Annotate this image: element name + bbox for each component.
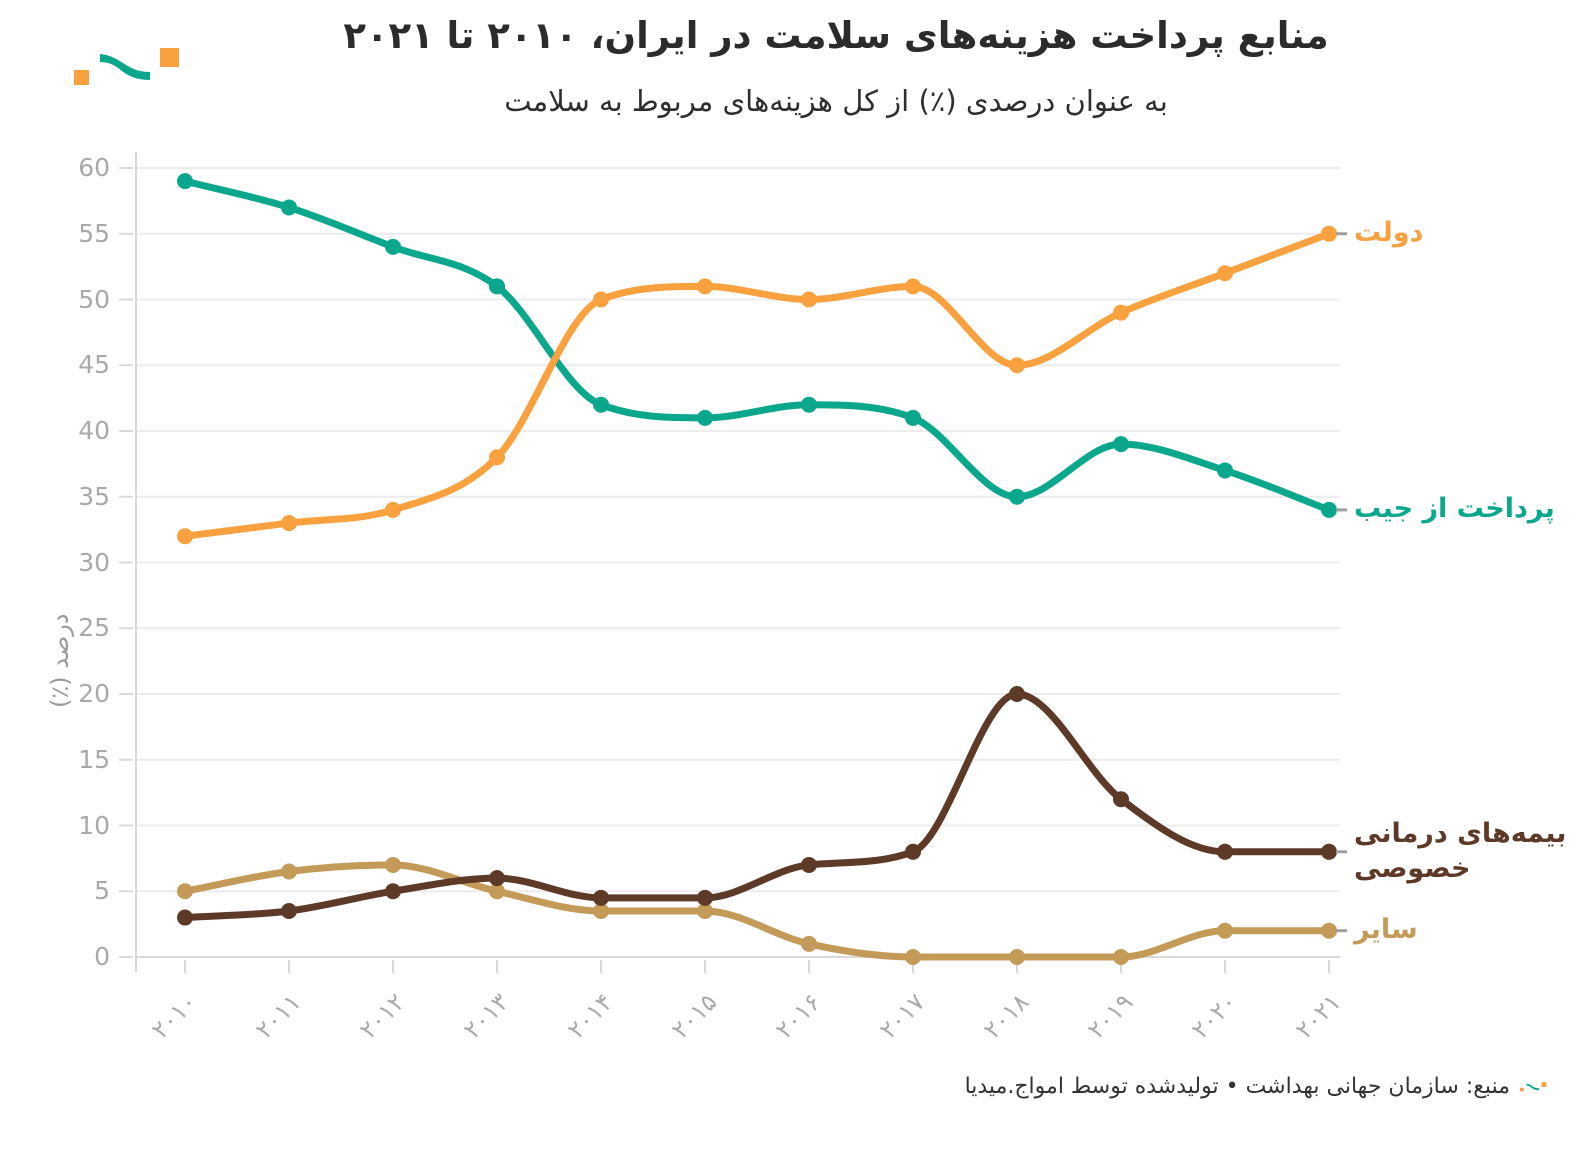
series-line-private-insurance	[181, 690, 1333, 922]
page-subtitle: به عنوان درصدی (٪) از کل هزینه‌های مربوط…	[504, 84, 1168, 118]
data-point-out-of-pocket-2011[interactable]	[281, 199, 297, 216]
legend-label-private-insurance: بیمه‌های درمانی خصوصی	[1354, 817, 1567, 884]
source-note: منبع: سازمان جهانی بهداشت • تولیدشده توس…	[964, 1074, 1510, 1099]
y-tick-label-10: 10	[78, 810, 110, 840]
data-point-out-of-pocket-2018[interactable]	[1009, 488, 1025, 505]
data-point-private-insurance-2010[interactable]	[177, 909, 193, 926]
data-point-out-of-pocket-2014[interactable]	[593, 396, 609, 413]
data-point-other-2020[interactable]	[1217, 922, 1233, 939]
y-tick-label-50: 50	[78, 284, 110, 314]
data-point-out-of-pocket-2015[interactable]	[697, 409, 713, 426]
amwaj-logo-small-icon	[1520, 1081, 1547, 1091]
data-point-out-of-pocket-2016[interactable]	[801, 396, 817, 413]
y-tick-label-25: 25	[78, 613, 110, 643]
data-point-government-2015[interactable]	[697, 278, 713, 295]
y-tick-label-40: 40	[78, 416, 110, 445]
legend-label-out-of-pocket: پرداخت از جیب	[1354, 492, 1555, 524]
legend-label-government: دولت	[1354, 216, 1424, 248]
data-point-government-2013[interactable]	[489, 449, 505, 466]
data-point-private-insurance-2021[interactable]	[1321, 843, 1337, 860]
data-point-government-2014[interactable]	[593, 291, 609, 308]
y-tick-label-5: 5	[94, 876, 110, 906]
data-point-private-insurance-2018[interactable]	[1009, 686, 1025, 702]
data-point-government-2018[interactable]	[1009, 357, 1025, 374]
y-tick-label-30: 30	[78, 547, 110, 577]
series-line-government	[181, 230, 1333, 540]
data-point-private-insurance-2014[interactable]	[593, 889, 609, 906]
data-point-other-2015[interactable]	[697, 902, 713, 919]
logo-square-large	[160, 48, 179, 67]
data-point-government-2011[interactable]	[281, 515, 297, 532]
data-point-other-2012[interactable]	[385, 856, 401, 873]
data-point-out-of-pocket-2013[interactable]	[489, 278, 505, 295]
y-tick-label-45: 45	[78, 350, 110, 380]
data-point-other-2014[interactable]	[593, 902, 609, 919]
data-point-other-2016[interactable]	[801, 935, 817, 952]
amwaj-logo	[74, 48, 179, 85]
data-point-other-2018[interactable]	[1009, 949, 1025, 965]
data-point-private-insurance-2011[interactable]	[281, 902, 297, 919]
data-point-out-of-pocket-2020[interactable]	[1217, 462, 1233, 479]
data-point-other-2013[interactable]	[489, 883, 505, 900]
logo-square-small	[74, 70, 89, 85]
data-point-private-insurance-2020[interactable]	[1217, 843, 1233, 860]
data-point-government-2016[interactable]	[801, 291, 817, 308]
y-tick-label-55: 55	[78, 218, 110, 248]
data-point-government-2010[interactable]	[177, 528, 193, 545]
data-point-out-of-pocket-2010[interactable]	[177, 173, 193, 190]
legend-label-other: سایر	[1354, 913, 1418, 945]
data-point-out-of-pocket-2017[interactable]	[905, 409, 921, 426]
data-point-private-insurance-2015[interactable]	[697, 889, 713, 906]
data-point-private-insurance-2017[interactable]	[905, 843, 921, 860]
data-point-private-insurance-2012[interactable]	[385, 883, 401, 900]
series-line-out-of-pocket	[181, 177, 1333, 514]
data-point-other-2017[interactable]	[905, 949, 921, 965]
data-point-other-2021[interactable]	[1321, 922, 1337, 939]
logo-swoosh	[100, 54, 150, 80]
data-point-private-insurance-2013[interactable]	[489, 870, 505, 887]
y-tick-label-35: 35	[78, 481, 110, 511]
data-point-government-2019[interactable]	[1113, 304, 1129, 321]
data-point-government-2012[interactable]	[385, 501, 401, 518]
y-tick-label-0: 0	[94, 942, 110, 971]
data-point-out-of-pocket-2012[interactable]	[385, 238, 401, 255]
data-point-government-2021[interactable]	[1321, 225, 1337, 242]
y-tick-label-20: 20	[78, 679, 110, 708]
data-point-out-of-pocket-2021[interactable]	[1321, 501, 1337, 518]
y-tick-label-60: 60	[78, 153, 110, 182]
page-title: منابع پرداخت هزینه‌های سلامت در ایران، ۲…	[343, 14, 1329, 57]
data-point-other-2019[interactable]	[1113, 949, 1129, 965]
data-point-other-2011[interactable]	[281, 863, 297, 880]
data-point-government-2017[interactable]	[905, 278, 921, 295]
footer: منبع: سازمان جهانی بهداشت • تولیدشده توس…	[965, 1074, 1548, 1099]
data-point-private-insurance-2019[interactable]	[1113, 791, 1129, 808]
y-tick-label-15: 15	[78, 744, 110, 774]
data-point-private-insurance-2016[interactable]	[801, 856, 817, 873]
series-line-other	[181, 861, 1333, 961]
data-point-out-of-pocket-2019[interactable]	[1113, 436, 1129, 453]
data-point-other-2010[interactable]	[177, 883, 193, 900]
data-point-government-2020[interactable]	[1217, 265, 1233, 282]
